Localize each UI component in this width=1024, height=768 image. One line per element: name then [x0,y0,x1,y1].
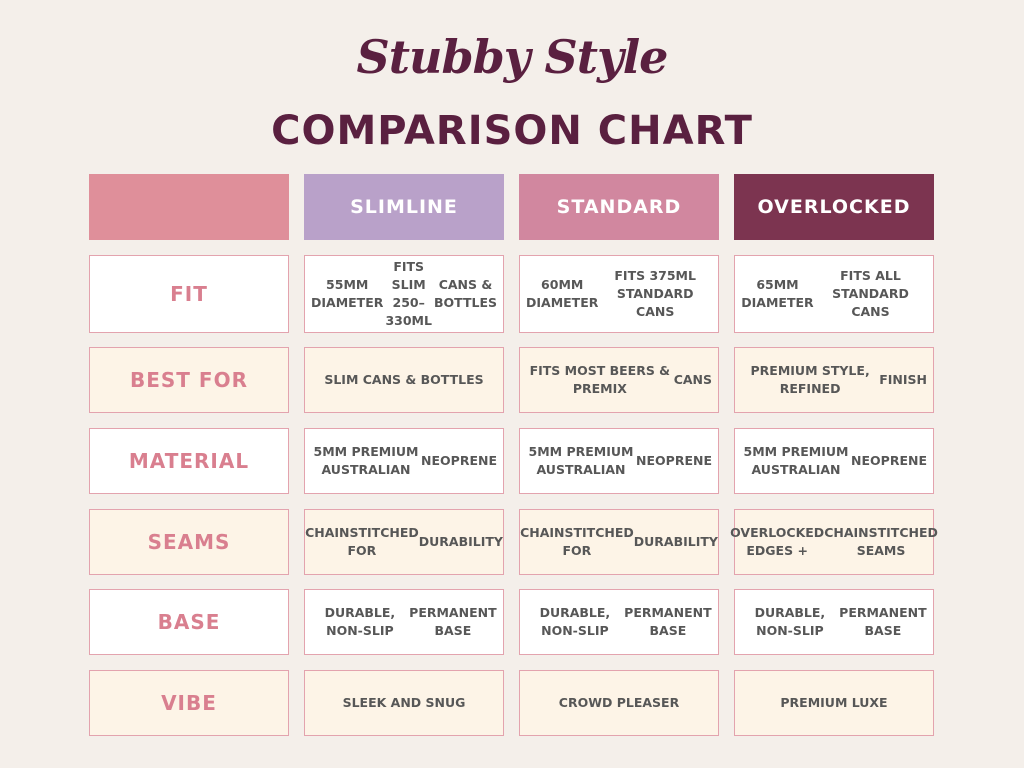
cell-line: DURABLE, NON-SLIP [754,605,826,638]
vibe-standard-cell: CROWD PLEASER [519,670,719,736]
cell-line: FINISH [879,372,927,387]
seams-slimline-cell: CHAINSTITCHED FOR DURABILITY [304,509,504,575]
cell-line: PERMANENT BASE [624,605,712,638]
material-slimline-cell: 5MM PREMIUM AUSTRALIAN NEOPRENE [304,428,504,494]
cell-line: OVERLOCKED EDGES + [730,525,825,558]
cell-line: 55MM DIAMETER [311,277,384,310]
cell-line: SLEEK AND SNUG [342,695,466,710]
material-overlocked-cell: 5MM PREMIUM AUSTRALIAN NEOPRENE [734,428,934,494]
cell-line: 5MM PREMIUM AUSTRALIAN [313,444,419,477]
vibe-overlocked-cell: PREMIUM LUXE [734,670,934,736]
cell-line: 60MM DIAMETER [526,277,599,310]
cell-line: 65MM DIAMETER [741,277,814,310]
best-for-slimline-cell: SLIM CANS & BOTTLES [304,347,504,413]
cell-line: PREMIUM LUXE [780,695,888,710]
row-label-base: BASE [89,589,289,655]
vibe-slimline-cell: SLEEK AND SNUG [304,670,504,736]
title-script: Stubby Style [356,30,669,84]
best-for-overlocked-cell: PREMIUM STYLE, REFINED FINISH [734,347,934,413]
best-for-standard-cell: FITS MOST BEERS & PREMIX CANS [519,347,719,413]
base-slimline-cell: DURABLE, NON-SLIP PERMANENT BASE [304,589,504,655]
cell-line: DURABILITY [418,534,503,549]
cell-line: FITS ALL STANDARD CANS [832,268,909,319]
header-overlocked: OVERLOCKED [734,174,934,240]
seams-standard-cell: CHAINSTITCHED FOR DURABILITY [519,509,719,575]
cell-line: CROWD PLEASER [558,695,680,710]
base-overlocked-cell: DURABLE, NON-SLIP PERMANENT BASE [734,589,934,655]
fit-overlocked-cell: 65MM DIAMETER FITS ALL STANDARD CANS [734,255,934,333]
row-label-fit: FIT [89,255,289,333]
row-label-best-for: BEST FOR [89,347,289,413]
cell-line: SLIM CANS & BOTTLES [324,372,484,387]
row-label-material: MATERIAL [89,428,289,494]
cell-line: DURABLE, NON-SLIP [539,605,611,638]
cell-line: 5MM PREMIUM AUSTRALIAN [743,444,849,477]
cell-line: 5MM PREMIUM AUSTRALIAN [528,444,634,477]
row-label-vibe: VIBE [89,670,289,736]
fit-slimline-cell: 55MM DIAMETER FITS SLIM 250–330ML CANS &… [304,255,504,333]
cell-line: CANS [673,372,712,387]
cell-line: CHAINSTITCHED SEAMS [824,525,938,558]
base-standard-cell: DURABLE, NON-SLIP PERMANENT BASE [519,589,719,655]
cell-line: DURABILITY [633,534,718,549]
cell-line: FITS 375ML STANDARD CANS [614,268,696,319]
cell-line: PREMIUM STYLE, REFINED [750,363,870,396]
cell-line: CHAINSTITCHED FOR [520,525,634,558]
cell-line: NEOPRENE [421,453,497,468]
cell-line: NEOPRENE [851,453,927,468]
cell-line: CANS & BOTTLES [434,277,498,310]
page-title: COMPARISON CHART [271,108,753,154]
cell-line: FITS MOST BEERS & PREMIX [529,363,671,396]
material-standard-cell: 5MM PREMIUM AUSTRALIAN NEOPRENE [519,428,719,494]
header-standard: STANDARD [519,174,719,240]
cell-line: CHAINSTITCHED FOR [305,525,419,558]
header-blank-cell [89,174,289,240]
cell-line: FITS SLIM 250–330ML [385,259,432,328]
header-slimline: SLIMLINE [304,174,504,240]
cell-line: NEOPRENE [636,453,712,468]
cell-line: DURABLE, NON-SLIP [324,605,396,638]
fit-standard-cell: 60MM DIAMETER FITS 375ML STANDARD CANS [519,255,719,333]
cell-line: PERMANENT BASE [839,605,927,638]
cell-line: PERMANENT BASE [409,605,497,638]
row-label-seams: SEAMS [89,509,289,575]
seams-overlocked-cell: OVERLOCKED EDGES + CHAINSTITCHED SEAMS [730,509,938,575]
